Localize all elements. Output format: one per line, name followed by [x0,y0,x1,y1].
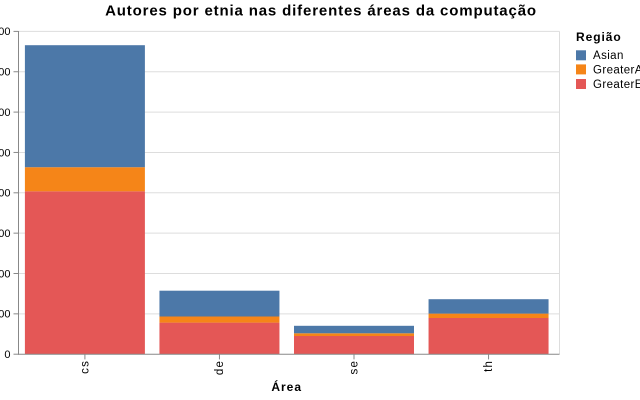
svg-text:Asian: Asian [593,50,624,62]
svg-text:5000: 5000 [0,147,11,159]
svg-text:th: th [483,360,495,372]
svg-text:Área: Área [271,379,302,394]
svg-text:6000: 6000 [0,107,11,119]
svg-text:7000: 7000 [0,67,11,79]
svg-text:Região: Região [576,30,622,44]
svg-text:2000: 2000 [0,268,11,280]
svg-text:0: 0 [4,349,10,361]
svg-text:cs: cs [79,360,91,374]
svg-text:3000: 3000 [0,228,11,240]
svg-text:de: de [214,360,226,375]
svg-text:Autores por etnia nas diferent: Autores por etnia nas diferentes áreas d… [105,3,537,20]
svg-text:GreaterAfrican: GreaterAfrican [593,64,640,76]
svg-text:4000: 4000 [0,188,11,200]
svg-text:se: se [349,360,361,375]
svg-text:1000: 1000 [0,309,11,321]
svg-text:GreaterEuropean: GreaterEuropean [593,79,640,91]
svg-text:8000: 8000 [0,26,11,38]
